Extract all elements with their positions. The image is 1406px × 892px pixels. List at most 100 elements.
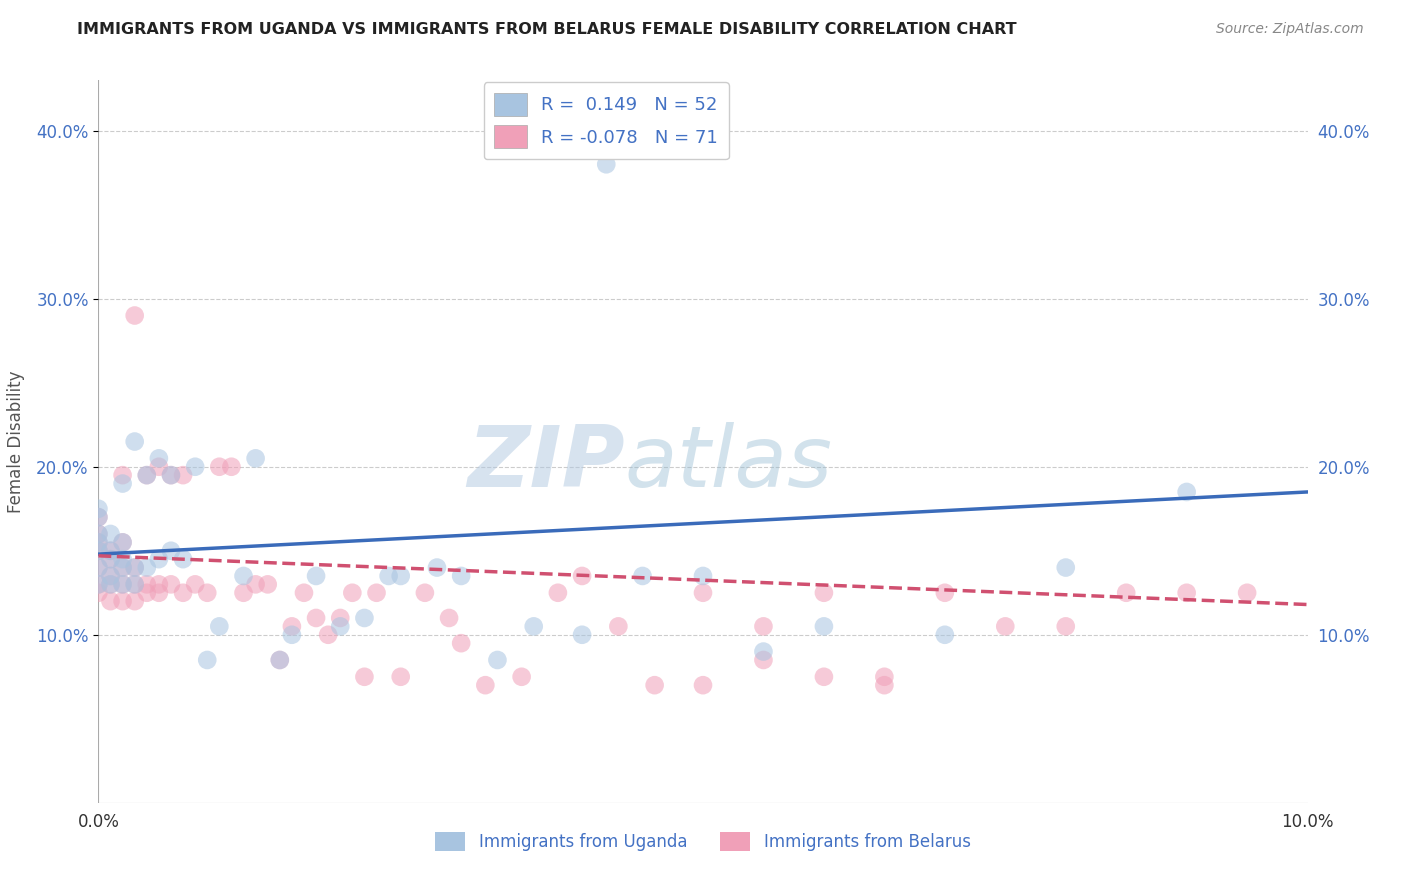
Point bbox=[353, 670, 375, 684]
Point bbox=[87, 577, 110, 591]
Point bbox=[111, 535, 134, 549]
Point bbox=[281, 619, 304, 633]
Point bbox=[1175, 485, 1198, 500]
Point bbox=[692, 586, 714, 600]
Point bbox=[111, 560, 134, 574]
Point bbox=[269, 653, 291, 667]
Point bbox=[160, 468, 183, 483]
Point bbox=[486, 653, 509, 667]
Point bbox=[208, 459, 231, 474]
Point bbox=[994, 619, 1017, 633]
Point bbox=[100, 552, 122, 566]
Point bbox=[87, 560, 110, 574]
Point bbox=[692, 569, 714, 583]
Point bbox=[245, 577, 267, 591]
Point bbox=[87, 501, 110, 516]
Point bbox=[305, 611, 328, 625]
Point bbox=[595, 157, 617, 171]
Point bbox=[353, 611, 375, 625]
Point bbox=[124, 577, 146, 591]
Point bbox=[135, 468, 157, 483]
Point bbox=[124, 560, 146, 574]
Point bbox=[245, 451, 267, 466]
Point bbox=[366, 586, 388, 600]
Point bbox=[692, 678, 714, 692]
Point bbox=[195, 586, 218, 600]
Point bbox=[100, 543, 122, 558]
Point bbox=[329, 611, 352, 625]
Point bbox=[547, 586, 569, 600]
Point bbox=[87, 586, 110, 600]
Point bbox=[87, 510, 110, 524]
Point bbox=[644, 678, 666, 692]
Point bbox=[87, 577, 110, 591]
Point bbox=[111, 468, 134, 483]
Point bbox=[437, 611, 460, 625]
Point bbox=[87, 560, 110, 574]
Point bbox=[135, 560, 157, 574]
Point bbox=[87, 543, 110, 558]
Point bbox=[111, 577, 134, 591]
Point bbox=[124, 560, 146, 574]
Point bbox=[135, 577, 157, 591]
Point bbox=[208, 619, 231, 633]
Point bbox=[510, 670, 533, 684]
Point bbox=[160, 577, 183, 591]
Point bbox=[813, 586, 835, 600]
Point bbox=[389, 569, 412, 583]
Point bbox=[111, 560, 134, 574]
Point bbox=[256, 577, 278, 591]
Text: Source: ZipAtlas.com: Source: ZipAtlas.com bbox=[1216, 22, 1364, 37]
Point bbox=[1175, 586, 1198, 600]
Y-axis label: Female Disability: Female Disability bbox=[7, 370, 25, 513]
Point bbox=[135, 468, 157, 483]
Point bbox=[100, 552, 122, 566]
Point bbox=[195, 653, 218, 667]
Point bbox=[752, 653, 775, 667]
Point bbox=[100, 527, 122, 541]
Point bbox=[813, 619, 835, 633]
Point bbox=[305, 569, 328, 583]
Point bbox=[111, 535, 134, 549]
Point bbox=[413, 586, 436, 600]
Point bbox=[160, 543, 183, 558]
Point bbox=[377, 569, 399, 583]
Point bbox=[221, 459, 243, 474]
Point bbox=[184, 459, 207, 474]
Point bbox=[111, 552, 134, 566]
Point bbox=[426, 560, 449, 574]
Point bbox=[232, 569, 254, 583]
Point bbox=[873, 678, 896, 692]
Point bbox=[87, 535, 110, 549]
Point bbox=[87, 543, 110, 558]
Point bbox=[752, 644, 775, 658]
Point bbox=[523, 619, 546, 633]
Point bbox=[100, 543, 122, 558]
Point bbox=[571, 628, 593, 642]
Point bbox=[87, 535, 110, 549]
Point bbox=[813, 670, 835, 684]
Text: ZIP: ZIP bbox=[467, 422, 624, 505]
Point bbox=[934, 628, 956, 642]
Point bbox=[148, 459, 170, 474]
Point bbox=[269, 653, 291, 667]
Text: IMMIGRANTS FROM UGANDA VS IMMIGRANTS FROM BELARUS FEMALE DISABILITY CORRELATION : IMMIGRANTS FROM UGANDA VS IMMIGRANTS FRO… bbox=[77, 22, 1017, 37]
Point bbox=[148, 552, 170, 566]
Point bbox=[111, 577, 134, 591]
Point bbox=[160, 468, 183, 483]
Point bbox=[873, 670, 896, 684]
Point bbox=[100, 594, 122, 608]
Point bbox=[100, 569, 122, 583]
Point bbox=[292, 586, 315, 600]
Point bbox=[232, 586, 254, 600]
Point bbox=[172, 552, 194, 566]
Point bbox=[148, 577, 170, 591]
Point bbox=[100, 569, 122, 583]
Point bbox=[184, 577, 207, 591]
Point bbox=[934, 586, 956, 600]
Point bbox=[87, 527, 110, 541]
Point bbox=[172, 586, 194, 600]
Legend: Immigrants from Uganda, Immigrants from Belarus: Immigrants from Uganda, Immigrants from … bbox=[427, 823, 979, 860]
Point bbox=[111, 476, 134, 491]
Point bbox=[172, 468, 194, 483]
